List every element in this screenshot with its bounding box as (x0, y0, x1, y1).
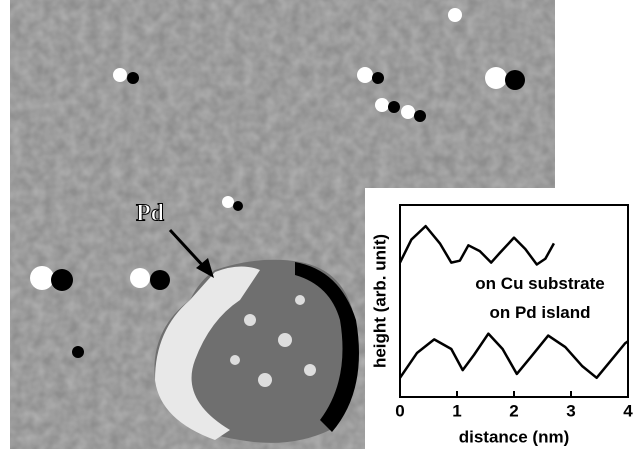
x-tick-label: 2 (509, 401, 518, 420)
y-axis-label: height (arb. unit) (370, 234, 389, 368)
series-label: on Cu substrate (475, 274, 604, 293)
figure: Pd distance (nm) height (arb. unit) 0 1 2 3… (0, 0, 642, 449)
image-label: Pd (136, 201, 165, 227)
x-tick-label: 3 (566, 401, 575, 420)
x-tick-label: 0 (395, 401, 404, 420)
series-label: on Pd island (489, 303, 590, 322)
x-tick-label: 1 (452, 401, 461, 420)
x-tick-label: 4 (623, 401, 633, 420)
x-axis-label: distance (nm) (459, 427, 570, 446)
